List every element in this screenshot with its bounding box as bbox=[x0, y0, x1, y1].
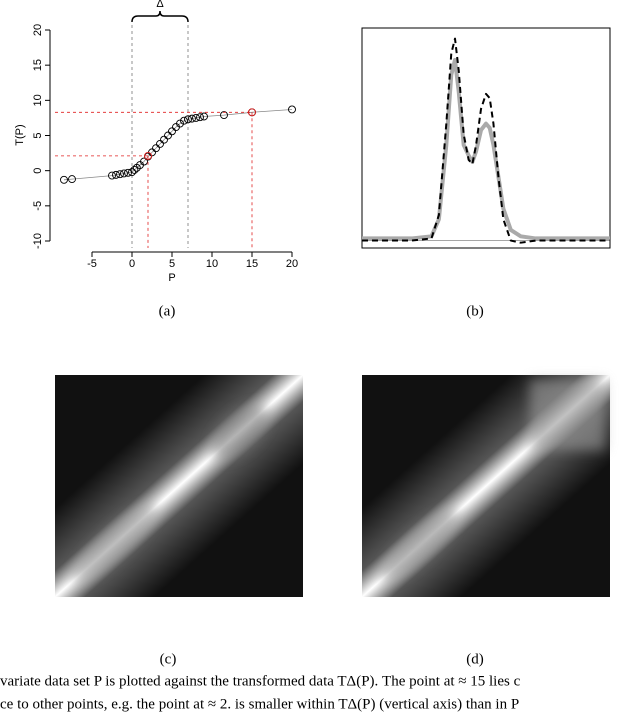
point bbox=[164, 131, 172, 140]
point bbox=[176, 119, 184, 128]
x-tick-label: 15 bbox=[246, 258, 258, 270]
caption: (b) bbox=[466, 303, 484, 319]
point bbox=[188, 114, 196, 123]
annotation: Δ bbox=[156, 0, 164, 10]
point bbox=[152, 144, 160, 153]
x-axis-label: P bbox=[168, 272, 175, 284]
body-text: variate data set P is plotted against th… bbox=[0, 673, 521, 689]
y-tick-label: 20 bbox=[32, 24, 44, 36]
point bbox=[128, 168, 136, 177]
x-tick-label: 20 bbox=[286, 258, 298, 270]
point bbox=[130, 166, 139, 174]
heatmap-c bbox=[55, 375, 303, 597]
point bbox=[168, 127, 176, 136]
body-text: ce to other points, e.g. the point at ≈ … bbox=[0, 696, 519, 712]
point bbox=[68, 175, 76, 184]
point bbox=[140, 157, 148, 166]
x-tick-label: 10 bbox=[206, 258, 218, 270]
point bbox=[112, 170, 120, 179]
density-curve bbox=[362, 37, 610, 244]
point bbox=[180, 116, 188, 125]
x-tick-label: 0 bbox=[129, 258, 135, 270]
heatmap-d bbox=[362, 375, 610, 597]
point bbox=[248, 108, 256, 117]
point bbox=[156, 139, 164, 148]
caption: (c) bbox=[160, 651, 177, 667]
brace bbox=[131, 10, 189, 23]
y-tick-label: 0 bbox=[32, 168, 44, 174]
x-tick-label: -5 bbox=[87, 258, 97, 270]
point bbox=[116, 170, 124, 179]
density-curve bbox=[362, 57, 610, 241]
caption: (a) bbox=[159, 303, 176, 319]
y-tick-label: 5 bbox=[32, 132, 44, 138]
data-line bbox=[63, 109, 293, 181]
point bbox=[196, 113, 204, 122]
y-tick-label: 15 bbox=[32, 59, 44, 71]
point bbox=[144, 151, 152, 160]
point bbox=[288, 105, 296, 114]
caption: (d) bbox=[466, 651, 484, 667]
y-tick-label: -5 bbox=[32, 201, 44, 211]
point bbox=[124, 168, 132, 177]
plot-frame bbox=[361, 27, 611, 249]
y-axis-label: T(P) bbox=[14, 124, 26, 145]
point bbox=[120, 169, 128, 178]
y-tick-label: 10 bbox=[32, 94, 44, 106]
y-tick-label: -10 bbox=[32, 233, 44, 249]
point bbox=[60, 175, 68, 184]
point bbox=[192, 113, 200, 122]
point bbox=[184, 115, 192, 124]
x-tick-label: 5 bbox=[169, 258, 175, 270]
point bbox=[200, 112, 208, 121]
point bbox=[160, 135, 168, 144]
point bbox=[108, 171, 116, 180]
point bbox=[220, 111, 228, 120]
